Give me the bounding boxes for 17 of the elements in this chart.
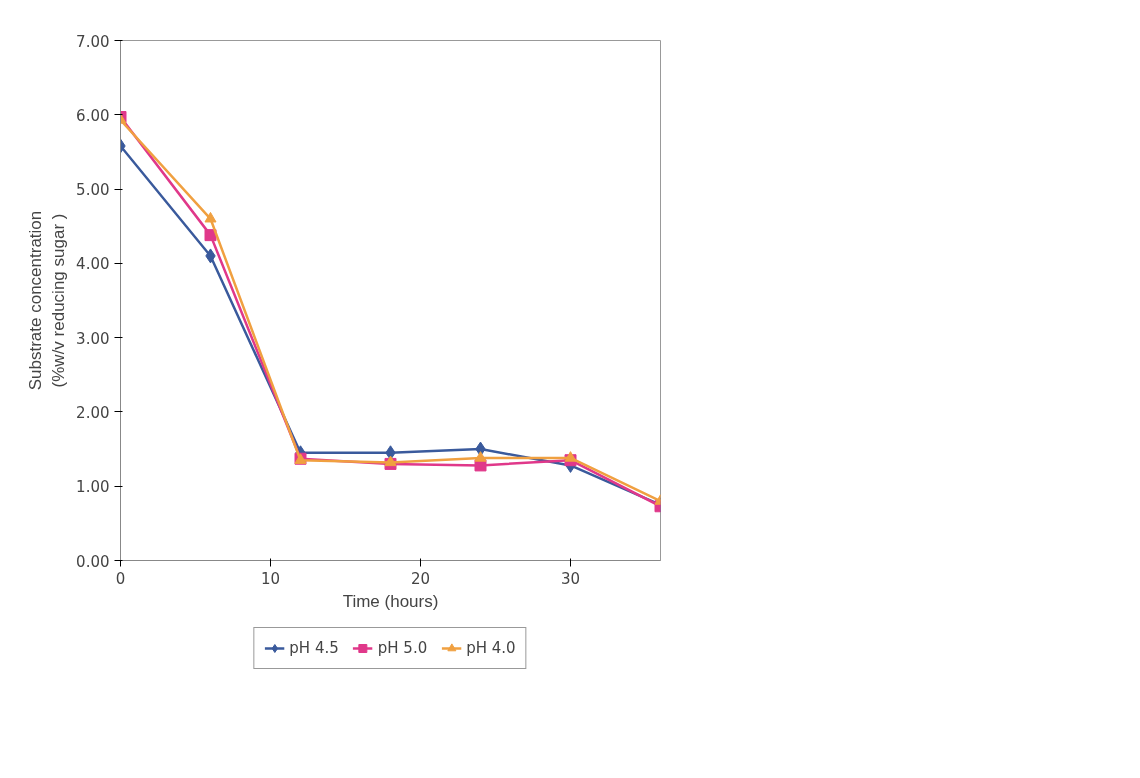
y-tick-label: 2.00: [76, 403, 110, 422]
x-tick-label: 10: [260, 569, 281, 588]
y-axis-title: Substrate concentration (%w/v reducing sugar ): [26, 210, 69, 391]
y-tick-label: 0.00: [76, 552, 110, 571]
y-tick-label: 6.00: [76, 106, 110, 125]
y-tick-label: 3.00: [76, 329, 110, 348]
y-tick-label: 7.00: [76, 32, 110, 51]
legend-label: pH 5.0: [377, 639, 428, 657]
x-axis-title: Time (hours): [342, 591, 439, 611]
y-tick-label: 1.00: [76, 478, 110, 497]
y-tick-label: 4.00: [76, 255, 110, 274]
legend-label: pH 4.0: [466, 639, 516, 657]
y-tick-label: 5.00: [76, 181, 110, 200]
legend-label: pH 4.5: [289, 639, 339, 657]
x-tick-label: 30: [560, 569, 581, 588]
x-tick-label: 0: [115, 569, 126, 588]
x-tick-label: 20: [410, 569, 431, 588]
